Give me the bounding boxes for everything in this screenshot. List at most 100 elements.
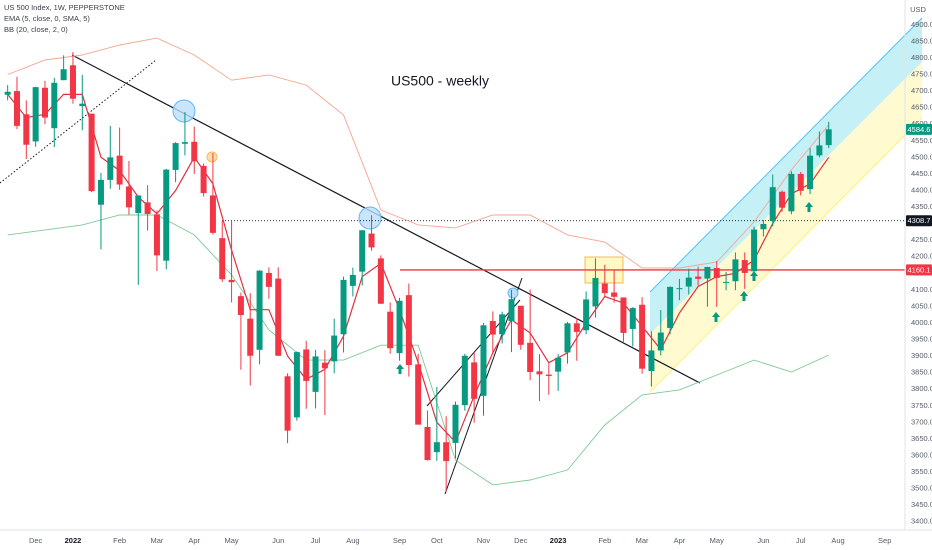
y-tick-label: 3750.0	[911, 401, 932, 410]
candle-body	[275, 278, 282, 356]
x-tick-label: Dec	[514, 536, 528, 545]
candle-body	[415, 364, 422, 425]
candle-body	[377, 258, 384, 304]
x-tick-label: Jul	[311, 536, 321, 545]
price-tag	[906, 215, 932, 227]
x-tick-label: Apr	[674, 536, 686, 545]
candle-body	[135, 195, 142, 213]
x-tick-label: Nov	[477, 536, 491, 545]
x-tick-label: Feb	[598, 536, 611, 545]
candle-body	[405, 295, 412, 366]
y-tick-label: 3650.0	[911, 434, 932, 443]
y-tick-label: 4000.0	[911, 318, 932, 327]
x-tick-label: Oct	[431, 536, 444, 545]
candle-body	[713, 267, 720, 278]
y-tick-label: 4900.0	[911, 20, 932, 29]
candle-body	[779, 191, 786, 208]
candle-body	[349, 274, 356, 286]
plot-area	[4, 37, 905, 492]
y-tick-label: 4100.0	[911, 285, 932, 294]
candle-body	[23, 114, 30, 145]
price-tag-label: 4308.7	[908, 216, 931, 225]
candle-body	[181, 142, 188, 144]
candle-body	[508, 299, 515, 321]
x-tick-label: Feb	[113, 536, 126, 545]
candle-body	[228, 279, 235, 283]
y-tick-label: 3850.0	[911, 368, 932, 377]
candle-body	[527, 342, 534, 372]
candle-body	[293, 352, 300, 418]
candle-body	[60, 69, 67, 81]
y-tick-label: 3550.0	[911, 467, 932, 476]
candle-body	[704, 266, 711, 279]
marker-circle	[507, 287, 519, 299]
x-tick-label: Sep	[878, 536, 891, 545]
y-tick-label: 3900.0	[911, 351, 932, 360]
up-arrow	[750, 271, 758, 281]
legend-entry: EMA (5, close, 0, SMA, 5)	[4, 14, 90, 23]
channel-line	[649, 17, 923, 293]
y-tick-label: 3600.0	[911, 450, 932, 459]
candle-body	[695, 276, 702, 279]
candle-body	[807, 155, 814, 190]
y-tick-label: 4500.0	[911, 152, 932, 161]
x-tick-label: Aug	[831, 536, 844, 545]
y-tick-label: 3450.0	[911, 500, 932, 509]
candle-body	[4, 91, 11, 95]
candle-body	[573, 323, 580, 332]
y-tick-label: 4700.0	[911, 86, 932, 95]
x-tick-label: Aug	[346, 536, 359, 545]
candle-body	[751, 229, 758, 272]
candle-body	[788, 173, 795, 212]
candle-body	[107, 157, 114, 180]
candle-body	[368, 233, 375, 248]
candle-body	[163, 169, 170, 261]
legend-entry: BB (20, close, 2, 0)	[4, 25, 68, 34]
x-tick-label: May	[224, 536, 238, 545]
candle-body	[489, 320, 496, 335]
candle-body	[424, 426, 431, 461]
candle-body	[676, 288, 683, 290]
candle-body	[611, 292, 618, 297]
y-tick-label: 4250.0	[911, 235, 932, 244]
chart-title: US500 - weekly	[391, 73, 489, 89]
candle-body	[760, 223, 767, 230]
y-tick-label: 4350.0	[911, 202, 932, 211]
candle-body	[639, 304, 646, 369]
indicator-line	[7, 37, 830, 269]
candle-body	[359, 230, 366, 272]
x-tick-label: Sep	[393, 536, 406, 545]
candle-body	[209, 195, 216, 233]
candle-body	[517, 305, 524, 345]
candle-body	[564, 323, 571, 353]
candle-body	[237, 296, 244, 316]
arrows	[396, 202, 813, 374]
candle-body	[331, 335, 338, 362]
marker-circle	[358, 206, 382, 230]
candle-body	[629, 308, 636, 329]
x-tick-label: 2023	[550, 536, 567, 545]
price-tag-label: 4584.6	[908, 125, 931, 134]
candle-body	[461, 355, 468, 406]
candle-body	[153, 214, 160, 256]
candle-body	[265, 272, 272, 287]
candle-body	[284, 376, 291, 431]
candle-body	[648, 350, 655, 371]
marker-circle	[172, 99, 196, 123]
candle-body	[723, 281, 730, 283]
up-arrow	[396, 364, 404, 374]
candle-body	[657, 332, 664, 351]
candle-body	[13, 91, 20, 126]
x-tick-label: 2022	[65, 536, 82, 545]
candle-body	[685, 277, 692, 287]
y-tick-label: 3950.0	[911, 335, 932, 344]
price-tag	[906, 264, 932, 276]
y-tick-label: 4850.0	[911, 36, 932, 45]
marker-circle	[206, 151, 218, 163]
y-tick-label: 4750.0	[911, 70, 932, 79]
candle-body	[536, 371, 543, 375]
candle-body	[480, 325, 487, 396]
candle-body	[200, 165, 207, 194]
candle-body	[247, 318, 254, 356]
